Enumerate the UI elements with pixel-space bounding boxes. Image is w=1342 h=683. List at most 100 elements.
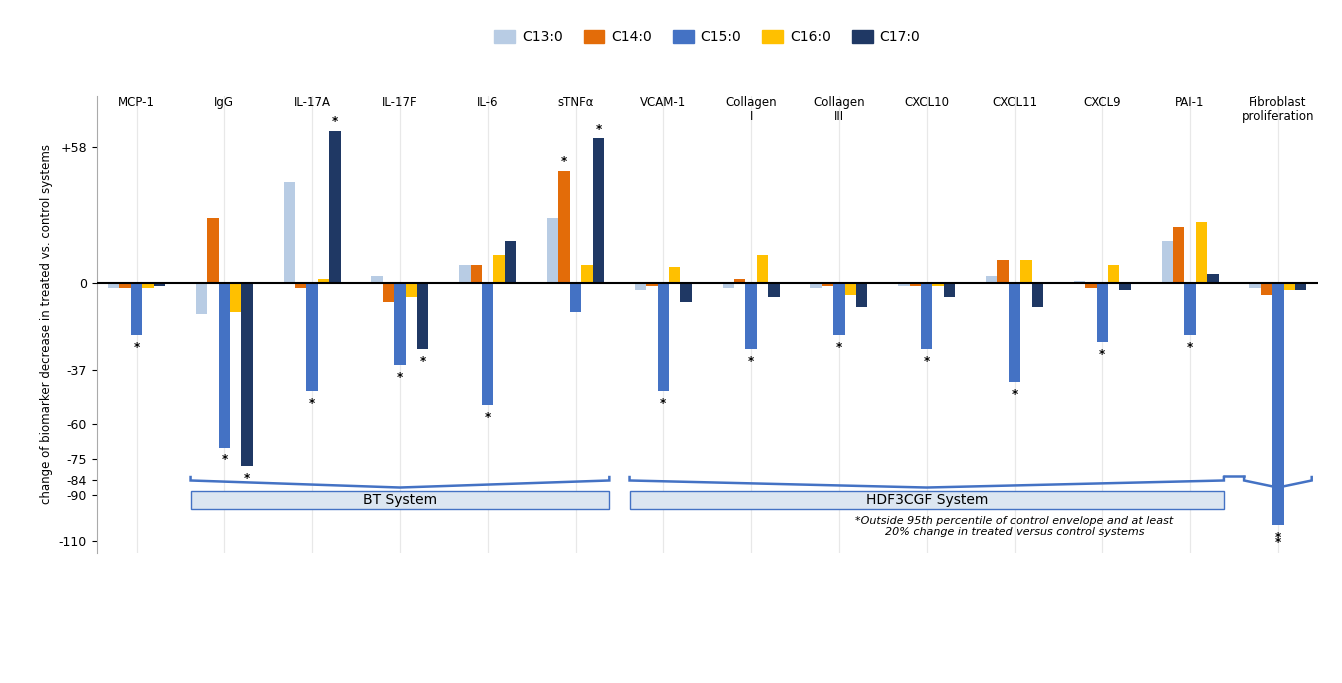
FancyBboxPatch shape bbox=[629, 491, 1224, 509]
Bar bbox=[219, 283, 229, 447]
Bar bbox=[986, 277, 997, 283]
Bar bbox=[844, 283, 856, 295]
Bar bbox=[933, 283, 943, 285]
Bar bbox=[1260, 283, 1272, 295]
Bar bbox=[1272, 283, 1283, 525]
Bar bbox=[306, 283, 318, 391]
Bar bbox=[570, 283, 581, 311]
Bar bbox=[242, 283, 252, 466]
Text: VCAM-1: VCAM-1 bbox=[640, 96, 687, 109]
Bar bbox=[417, 283, 428, 349]
Bar bbox=[283, 182, 295, 283]
Bar bbox=[1119, 283, 1131, 290]
Bar bbox=[647, 283, 658, 285]
Bar bbox=[1074, 281, 1086, 283]
Y-axis label: change of biomarker decrease in treated vs. control systems: change of biomarker decrease in treated … bbox=[40, 144, 54, 505]
Bar bbox=[119, 283, 132, 288]
Text: *: * bbox=[309, 398, 315, 410]
Text: sTNFα: sTNFα bbox=[557, 96, 593, 109]
Text: CXCL9: CXCL9 bbox=[1083, 96, 1121, 109]
Text: *: * bbox=[221, 454, 228, 466]
Bar bbox=[1249, 283, 1260, 288]
Text: PAI-1: PAI-1 bbox=[1176, 96, 1205, 109]
Bar bbox=[1032, 283, 1043, 307]
Text: MCP-1: MCP-1 bbox=[118, 96, 156, 109]
FancyBboxPatch shape bbox=[191, 491, 609, 509]
Text: *: * bbox=[1012, 388, 1017, 401]
Text: BT System: BT System bbox=[362, 493, 437, 507]
Bar bbox=[635, 283, 647, 290]
Bar bbox=[1162, 241, 1173, 283]
Bar bbox=[382, 283, 395, 302]
Text: CXCL10: CXCL10 bbox=[905, 96, 949, 109]
Bar bbox=[811, 283, 821, 288]
Bar bbox=[1208, 274, 1219, 283]
Text: HDF3CGF System: HDF3CGF System bbox=[866, 493, 988, 507]
Bar bbox=[196, 283, 207, 314]
Bar bbox=[1173, 227, 1185, 283]
Text: Fibroblast
proliferation: Fibroblast proliferation bbox=[1241, 96, 1314, 123]
Bar bbox=[1185, 283, 1196, 335]
Bar bbox=[1295, 283, 1306, 290]
Bar bbox=[722, 283, 734, 288]
Bar bbox=[548, 218, 558, 283]
Text: *: * bbox=[397, 372, 403, 385]
Text: *: * bbox=[1186, 341, 1193, 354]
Bar bbox=[229, 283, 242, 311]
Bar bbox=[670, 267, 680, 283]
Text: *: * bbox=[133, 341, 140, 354]
Text: *: * bbox=[1099, 348, 1106, 361]
Bar bbox=[154, 283, 165, 285]
Bar bbox=[1009, 283, 1020, 382]
Bar bbox=[581, 264, 593, 283]
Legend: C13:0, C14:0, C15:0, C16:0, C17:0: C13:0, C14:0, C15:0, C16:0, C17:0 bbox=[488, 25, 926, 50]
Text: Collagen
I: Collagen I bbox=[725, 96, 777, 123]
Bar bbox=[372, 277, 382, 283]
Bar bbox=[768, 283, 780, 297]
Bar bbox=[405, 283, 417, 297]
Text: *: * bbox=[660, 398, 667, 410]
Text: *: * bbox=[836, 341, 841, 354]
Text: *: * bbox=[331, 115, 338, 128]
Bar bbox=[1196, 223, 1208, 283]
Bar bbox=[471, 264, 482, 283]
Bar bbox=[921, 283, 933, 349]
Bar bbox=[910, 283, 921, 285]
Bar bbox=[734, 279, 745, 283]
Text: IgG: IgG bbox=[215, 96, 235, 109]
Bar bbox=[329, 131, 341, 283]
Bar bbox=[680, 283, 692, 302]
Text: Collagen
III: Collagen III bbox=[813, 96, 864, 123]
Bar bbox=[1020, 260, 1032, 283]
Bar bbox=[745, 283, 757, 349]
Text: *Outside 95th percentile of control envelope and at least
20% change in treated : *Outside 95th percentile of control enve… bbox=[855, 516, 1174, 538]
Bar bbox=[109, 283, 119, 288]
Bar bbox=[207, 218, 219, 283]
Text: *: * bbox=[1275, 535, 1282, 548]
Bar bbox=[459, 264, 471, 283]
Bar bbox=[482, 283, 494, 406]
Bar bbox=[593, 138, 604, 283]
Bar bbox=[132, 283, 142, 335]
Bar bbox=[1283, 283, 1295, 290]
Bar bbox=[1086, 283, 1096, 288]
Bar bbox=[558, 171, 570, 283]
Text: *: * bbox=[923, 355, 930, 368]
Text: *: * bbox=[420, 355, 425, 368]
Bar bbox=[494, 255, 505, 283]
Bar bbox=[505, 241, 517, 283]
Text: *: * bbox=[747, 355, 754, 368]
Bar bbox=[142, 283, 154, 288]
Text: *: * bbox=[244, 472, 251, 485]
Bar bbox=[856, 283, 867, 307]
Bar bbox=[318, 279, 329, 283]
Bar bbox=[833, 283, 844, 335]
Bar bbox=[658, 283, 670, 391]
Bar bbox=[295, 283, 306, 288]
Bar bbox=[1096, 283, 1108, 342]
Text: *: * bbox=[1275, 531, 1282, 544]
Text: *: * bbox=[596, 122, 601, 135]
Bar bbox=[898, 283, 910, 285]
Bar bbox=[395, 283, 405, 365]
Bar bbox=[821, 283, 833, 285]
